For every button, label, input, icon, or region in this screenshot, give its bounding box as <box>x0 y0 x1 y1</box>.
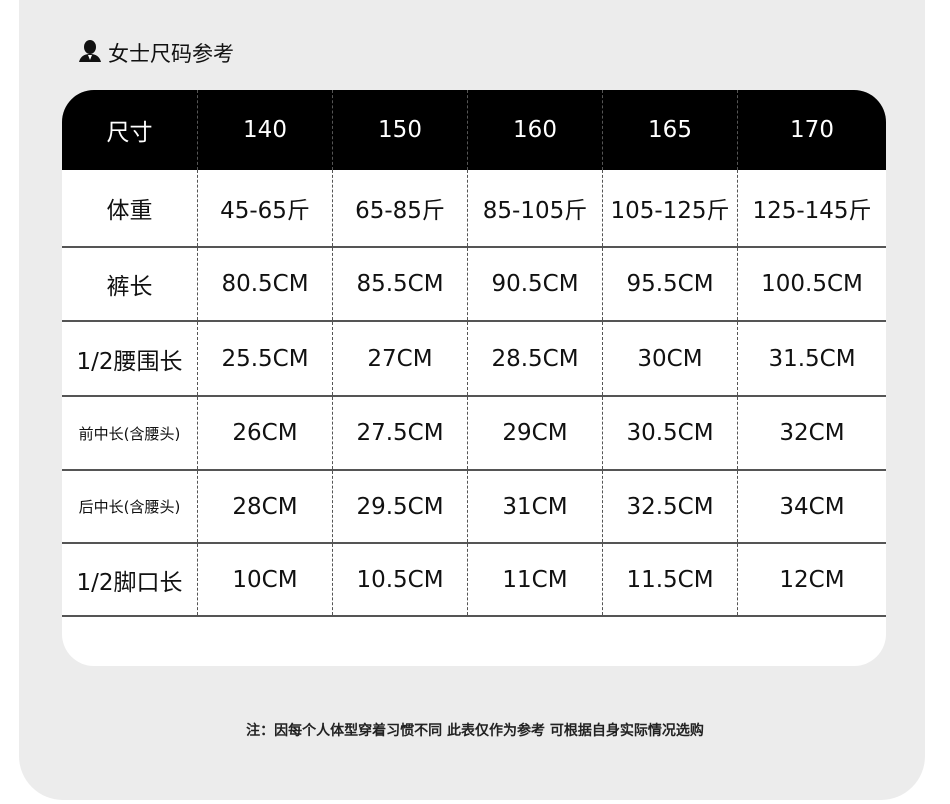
table-cell: 95.5CM <box>602 247 738 322</box>
table-row: 1/2腰围长 25.5CM 27CM 28.5CM 30CM 31.5CM <box>62 321 886 397</box>
table-cell: 31.5CM <box>737 321 886 397</box>
header-cell: 尺寸 <box>62 90 198 170</box>
table-cell: 85-105斤 <box>467 170 603 248</box>
table-cell: 28.5CM <box>467 321 603 397</box>
table-cell: 25.5CM <box>197 321 333 397</box>
table-row: 裤长 80.5CM 85.5CM 90.5CM 95.5CM 100.5CM <box>62 247 886 322</box>
size-table: 尺寸 140 150 160 165 170 体重 45-65斤 65-85斤 85-… <box>62 90 886 617</box>
row-label: 裤长 <box>62 247 198 322</box>
table-cell: 27.5CM <box>332 396 468 471</box>
table-row: 1/2脚口长 10CM 10.5CM 11CM 11.5CM 12CM <box>62 543 886 617</box>
table-cell: 12CM <box>737 543 886 617</box>
header-cell: 165 <box>602 90 738 170</box>
header-cell: 140 <box>197 90 333 170</box>
table-cell: 100.5CM <box>737 247 886 322</box>
table-cell: 11.5CM <box>602 543 738 617</box>
table-cell: 34CM <box>737 470 886 544</box>
table-row: 后中长(含腰头) 28CM 29.5CM 31CM 32.5CM 34CM <box>62 470 886 544</box>
header-cell: 150 <box>332 90 468 170</box>
table-cell: 125-145斤 <box>737 170 886 248</box>
row-label: 1/2腰围长 <box>62 321 198 397</box>
row-label: 前中长(含腰头) <box>62 396 198 471</box>
table-cell: 31CM <box>467 470 603 544</box>
table-cell: 90.5CM <box>467 247 603 322</box>
table-cell: 10CM <box>197 543 333 617</box>
row-label: 后中长(含腰头) <box>62 470 198 544</box>
header-cell: 170 <box>737 90 886 170</box>
table-row: 前中长(含腰头) 26CM 27.5CM 29CM 30.5CM 32CM <box>62 396 886 471</box>
table-cell: 45-65斤 <box>197 170 333 248</box>
table-cell: 32CM <box>737 396 886 471</box>
section-title: 女士尺码参考 <box>78 38 234 68</box>
table-cell: 32.5CM <box>602 470 738 544</box>
footnote: 注：因每个人体型穿着习惯不同 此表仅作为参考 可根据自身实际情况选购 <box>246 723 704 739</box>
table-cell: 30CM <box>602 321 738 397</box>
person-silhouette-icon <box>78 39 102 68</box>
table-cell: 10.5CM <box>332 543 468 617</box>
size-table-card: 尺寸 140 150 160 165 170 体重 45-65斤 65-85斤 85-… <box>62 90 886 666</box>
header-row: 尺寸 140 150 160 165 170 <box>62 90 886 170</box>
table-cell: 28CM <box>197 470 333 544</box>
table-cell: 29.5CM <box>332 470 468 544</box>
table-cell: 30.5CM <box>602 396 738 471</box>
table-cell: 85.5CM <box>332 247 468 322</box>
row-label: 体重 <box>62 170 198 248</box>
table-cell: 105-125斤 <box>602 170 738 248</box>
header-cell: 160 <box>467 90 603 170</box>
table-cell: 26CM <box>197 396 333 471</box>
table-cell: 29CM <box>467 396 603 471</box>
table-cell: 11CM <box>467 543 603 617</box>
table-row: 体重 45-65斤 65-85斤 85-105斤 105-125斤 125-145斤 <box>62 170 886 248</box>
table-cell: 27CM <box>332 321 468 397</box>
title-text: 女士尺码参考 <box>108 42 234 66</box>
table-cell: 65-85斤 <box>332 170 468 248</box>
row-label: 1/2脚口长 <box>62 543 198 617</box>
table-cell: 80.5CM <box>197 247 333 322</box>
